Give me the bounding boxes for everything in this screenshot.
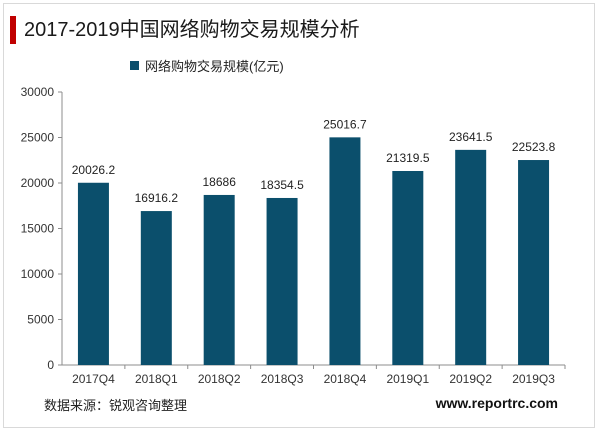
bar (203, 194, 235, 365)
data-label: 25016.7 (323, 117, 367, 131)
y-tick-label: 15000 (21, 222, 55, 236)
bar (518, 160, 550, 365)
x-tick-label: 2019Q1 (386, 372, 429, 386)
data-label: 22523.8 (512, 140, 556, 154)
bar (140, 211, 172, 365)
y-tick-label: 0 (47, 358, 54, 372)
x-tick-label: 2018Q1 (135, 372, 178, 386)
x-tick-label: 2018Q4 (324, 372, 367, 386)
website-url: www.reportrc.com (435, 395, 558, 411)
y-tick-label: 30000 (21, 85, 55, 99)
legend-swatch (130, 60, 139, 70)
bar (77, 182, 109, 365)
bar (392, 170, 424, 365)
data-label: 16916.2 (135, 191, 179, 205)
y-tick-label: 25000 (21, 131, 55, 145)
data-source: 数据来源：锐观咨询整理 (44, 398, 188, 413)
bar (455, 149, 487, 365)
chart-title: 2017-2019中国网络购物交易规模分析 (24, 19, 360, 41)
data-label: 21319.5 (386, 151, 430, 165)
x-tick-label: 2018Q3 (261, 372, 304, 386)
y-tick-label: 20000 (21, 176, 55, 190)
bar (329, 137, 361, 365)
data-label: 23641.5 (449, 130, 493, 144)
data-label: 18686 (203, 175, 237, 189)
data-label: 18354.5 (260, 178, 304, 192)
title-accent-bar (10, 16, 16, 44)
y-tick-label: 5000 (27, 313, 54, 327)
legend-label: 网络购物交易规模(亿元) (145, 58, 284, 74)
x-tick-label: 2018Q2 (198, 372, 241, 386)
x-tick-label: 2017Q4 (72, 372, 115, 386)
x-tick-label: 2019Q3 (512, 372, 555, 386)
legend: 网络购物交易规模(亿元) (130, 57, 284, 74)
data-label: 20026.2 (72, 163, 116, 177)
y-tick-label: 10000 (21, 267, 55, 281)
x-tick-label: 2019Q2 (449, 372, 492, 386)
bar (266, 197, 298, 365)
